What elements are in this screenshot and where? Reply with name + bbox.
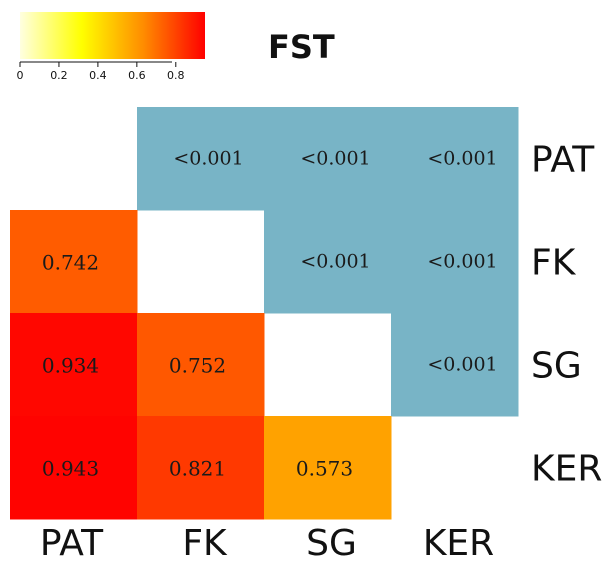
pvalue-cells: <0.001 <0.001 <0.001 <0.001 <0.001 <0.001 [137, 107, 519, 417]
row-label: PAT [531, 140, 595, 181]
pvalue-cell [264, 210, 392, 314]
row-label: KER [531, 449, 602, 490]
fst-value-label: 0.742 [42, 251, 99, 275]
fst-cell [10, 313, 138, 417]
fst-cells: 0.742 0.934 0.752 0.943 0.821 0.573 [10, 210, 392, 520]
colorbar-tick-label: 0.4 [89, 69, 107, 82]
fst-cell [264, 416, 392, 520]
fst-cell [10, 416, 138, 520]
colorbar-tick-label: 0.2 [50, 69, 68, 82]
row-label: SG [531, 346, 582, 387]
fst-value-label: 0.943 [42, 457, 99, 481]
colorbar-tick-label: 0 [17, 69, 24, 82]
colorbar: 0 0.2 0.4 0.6 0.8 [17, 12, 205, 82]
colorbar-ticks: 0 0.2 0.4 0.6 0.8 [17, 62, 185, 82]
fst-value-label: 0.821 [169, 457, 226, 481]
pvalue-label: <0.001 [427, 251, 497, 273]
fst-value-label: 0.573 [296, 457, 353, 481]
pvalue-label: <0.001 [427, 148, 497, 170]
fst-cell [137, 416, 265, 520]
column-label: KER [423, 523, 494, 564]
fst-value-label: 0.934 [42, 354, 99, 378]
chart-title: FST [268, 28, 335, 66]
pvalue-label: <0.001 [300, 148, 370, 170]
fst-value-label: 0.752 [169, 354, 226, 378]
row-labels: PAT FK SG KER [531, 140, 602, 490]
pvalue-cell [264, 107, 392, 211]
fst-cell [137, 313, 265, 417]
pvalue-cell [137, 107, 265, 211]
column-label: FK [182, 523, 228, 564]
pvalue-cell [391, 313, 519, 417]
pvalue-cell [391, 210, 519, 314]
colorbar-gradient [20, 12, 205, 59]
pvalue-label: <0.001 [300, 251, 370, 273]
pvalue-cell [391, 107, 519, 211]
column-label: PAT [40, 523, 104, 564]
row-label: FK [531, 243, 577, 284]
colorbar-tick-label: 0.6 [128, 69, 146, 82]
fst-cell [10, 210, 138, 314]
column-label: SG [306, 523, 357, 564]
pvalue-label: <0.001 [427, 354, 497, 376]
pvalue-label: <0.001 [173, 148, 243, 170]
colorbar-tick-label: 0.8 [167, 69, 185, 82]
column-labels: PAT FK SG KER [40, 523, 494, 564]
